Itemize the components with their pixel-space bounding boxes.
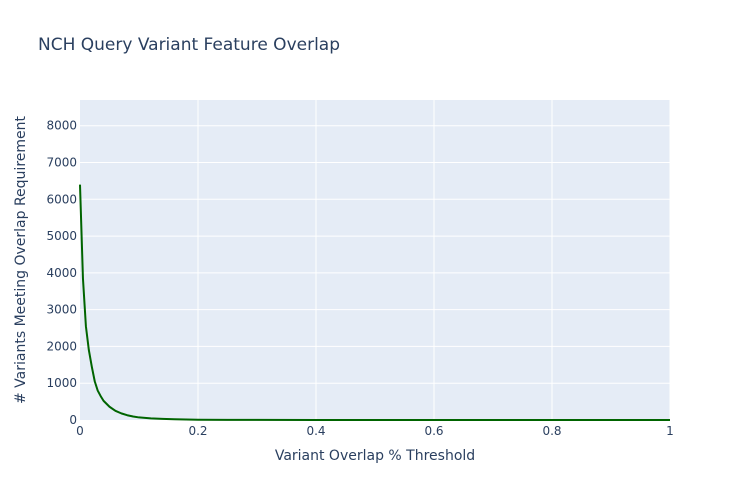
y-tick-label: 6000	[46, 192, 77, 206]
y-tick-label: 5000	[46, 229, 77, 243]
y-tick-label: 2000	[46, 339, 77, 353]
tick-labels: 0 1000 2000 3000 4000 5000 6000 7000 8000 0 0.2 0.4…	[46, 119, 673, 438]
x-tick-label: 0.8	[542, 424, 561, 438]
x-tick-label: 0.2	[188, 424, 207, 438]
x-tick-label: 1	[666, 424, 674, 438]
plot-area	[80, 100, 670, 420]
x-tick-label: 0	[76, 424, 84, 438]
x-tick-label: 0.4	[306, 424, 325, 438]
chart-title: NCH Query Variant Feature Overlap	[38, 35, 340, 55]
series-layer	[79, 184, 670, 421]
y-tick-label: 4000	[46, 266, 77, 280]
y-tick-label: 7000	[46, 156, 77, 170]
y-tick-label: 0	[69, 413, 77, 427]
grid-lines	[80, 100, 671, 420]
series-line	[79, 184, 670, 421]
y-tick-label: 3000	[46, 303, 77, 317]
x-axis-title: Variant Overlap % Threshold	[275, 448, 475, 464]
y-tick-label: 1000	[46, 376, 77, 390]
y-tick-label: 8000	[46, 119, 77, 133]
y-axis-title: # Variants Meeting Overlap Requirement	[13, 115, 29, 404]
x-tick-label: 0.6	[424, 424, 443, 438]
